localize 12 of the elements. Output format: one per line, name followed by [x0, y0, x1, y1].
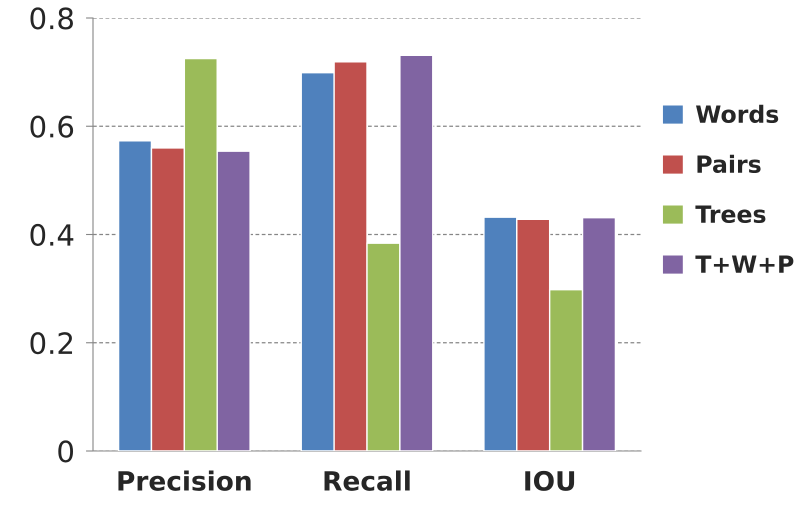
y-tick-label: 0.2	[30, 332, 72, 354]
y-tick-label: 0.8	[30, 7, 73, 30]
y-tick-label: 0.6	[30, 116, 74, 138]
x-tick-label: IOU	[525, 470, 574, 491]
legend-label: Pairs	[697, 154, 761, 174]
x-tick-label: Precision	[118, 470, 251, 491]
y-tick-label: 0.4	[30, 224, 74, 246]
y-tick-label: 0	[58, 440, 74, 462]
legend-label: Words	[696, 104, 778, 124]
legend-label: Trees	[695, 206, 766, 224]
x-tick-label: Recall	[324, 470, 410, 491]
legend-label: T+W+P	[695, 256, 794, 273]
